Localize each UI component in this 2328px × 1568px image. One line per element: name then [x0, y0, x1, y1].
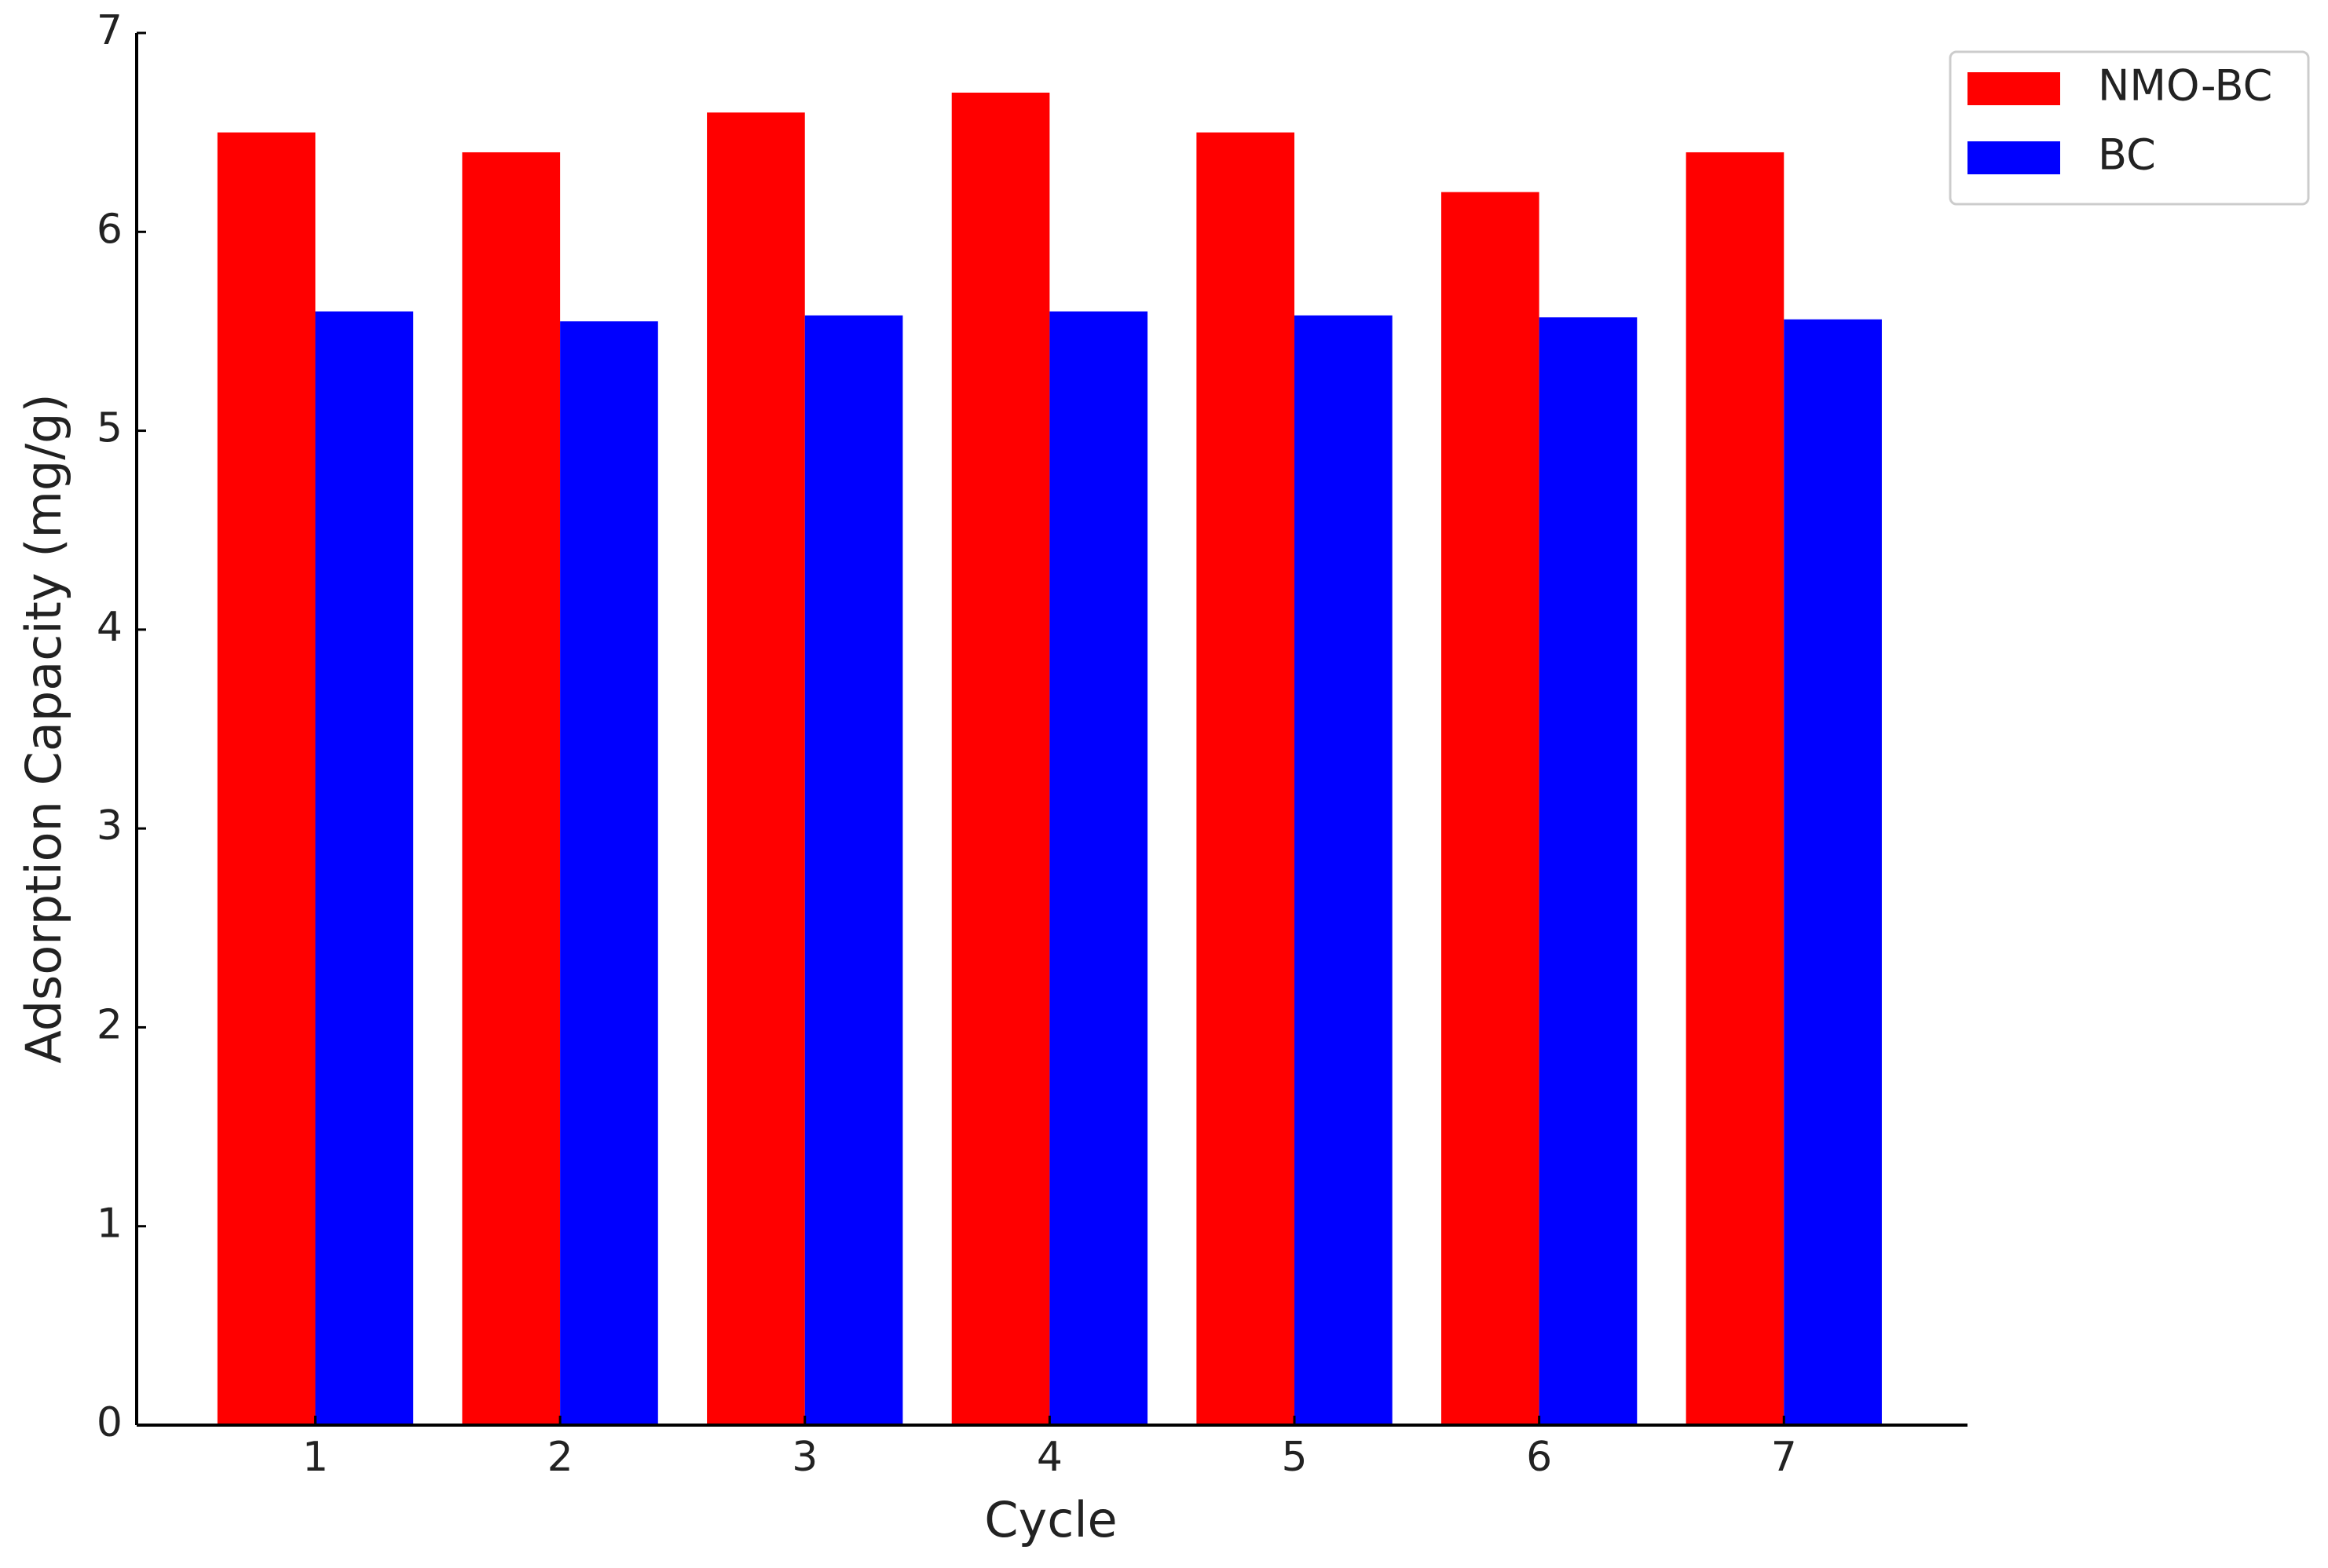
- bar: [1440, 192, 1539, 1426]
- y-tick-label: 5: [97, 405, 123, 452]
- bar: [217, 132, 316, 1426]
- bar: [707, 112, 805, 1425]
- x-tick-label: 2: [547, 1434, 573, 1481]
- legend-swatch: [1967, 72, 2060, 105]
- bar: [462, 152, 561, 1425]
- x-axis-label: Cycle: [984, 1491, 1117, 1548]
- x-tick-label: 5: [1281, 1434, 1307, 1481]
- y-tick-label: 7: [97, 7, 123, 54]
- legend-label: NMO-BC: [2098, 61, 2272, 111]
- bar: [1539, 317, 1638, 1425]
- y-tick-label: 6: [97, 206, 123, 253]
- bar: [560, 321, 658, 1425]
- y-tick-label: 2: [97, 1001, 123, 1048]
- bar: [804, 315, 903, 1425]
- bar: [1784, 319, 1882, 1425]
- x-tick-label: 4: [1037, 1434, 1063, 1481]
- y-tick-label: 1: [97, 1201, 123, 1248]
- x-tick-label: 6: [1526, 1434, 1552, 1481]
- legend-label: BC: [2098, 130, 2156, 180]
- y-tick-label: 3: [97, 802, 123, 850]
- bar: [1049, 311, 1148, 1426]
- bar: [315, 311, 414, 1426]
- x-tick-label: 7: [1771, 1434, 1797, 1481]
- y-tick-label: 0: [97, 1399, 123, 1446]
- bar: [1686, 152, 1784, 1425]
- bar: [1294, 315, 1393, 1425]
- y-axis-label: Adsorption Capacity (mg/g): [15, 393, 72, 1063]
- x-tick-label: 3: [792, 1434, 818, 1481]
- bar: [1196, 132, 1295, 1426]
- legend-swatch: [1967, 141, 2060, 174]
- x-tick-label: 1: [302, 1434, 328, 1481]
- legend: NMO-BC BC: [1949, 50, 2310, 206]
- bar: [951, 92, 1050, 1425]
- y-tick-label: 4: [97, 604, 123, 651]
